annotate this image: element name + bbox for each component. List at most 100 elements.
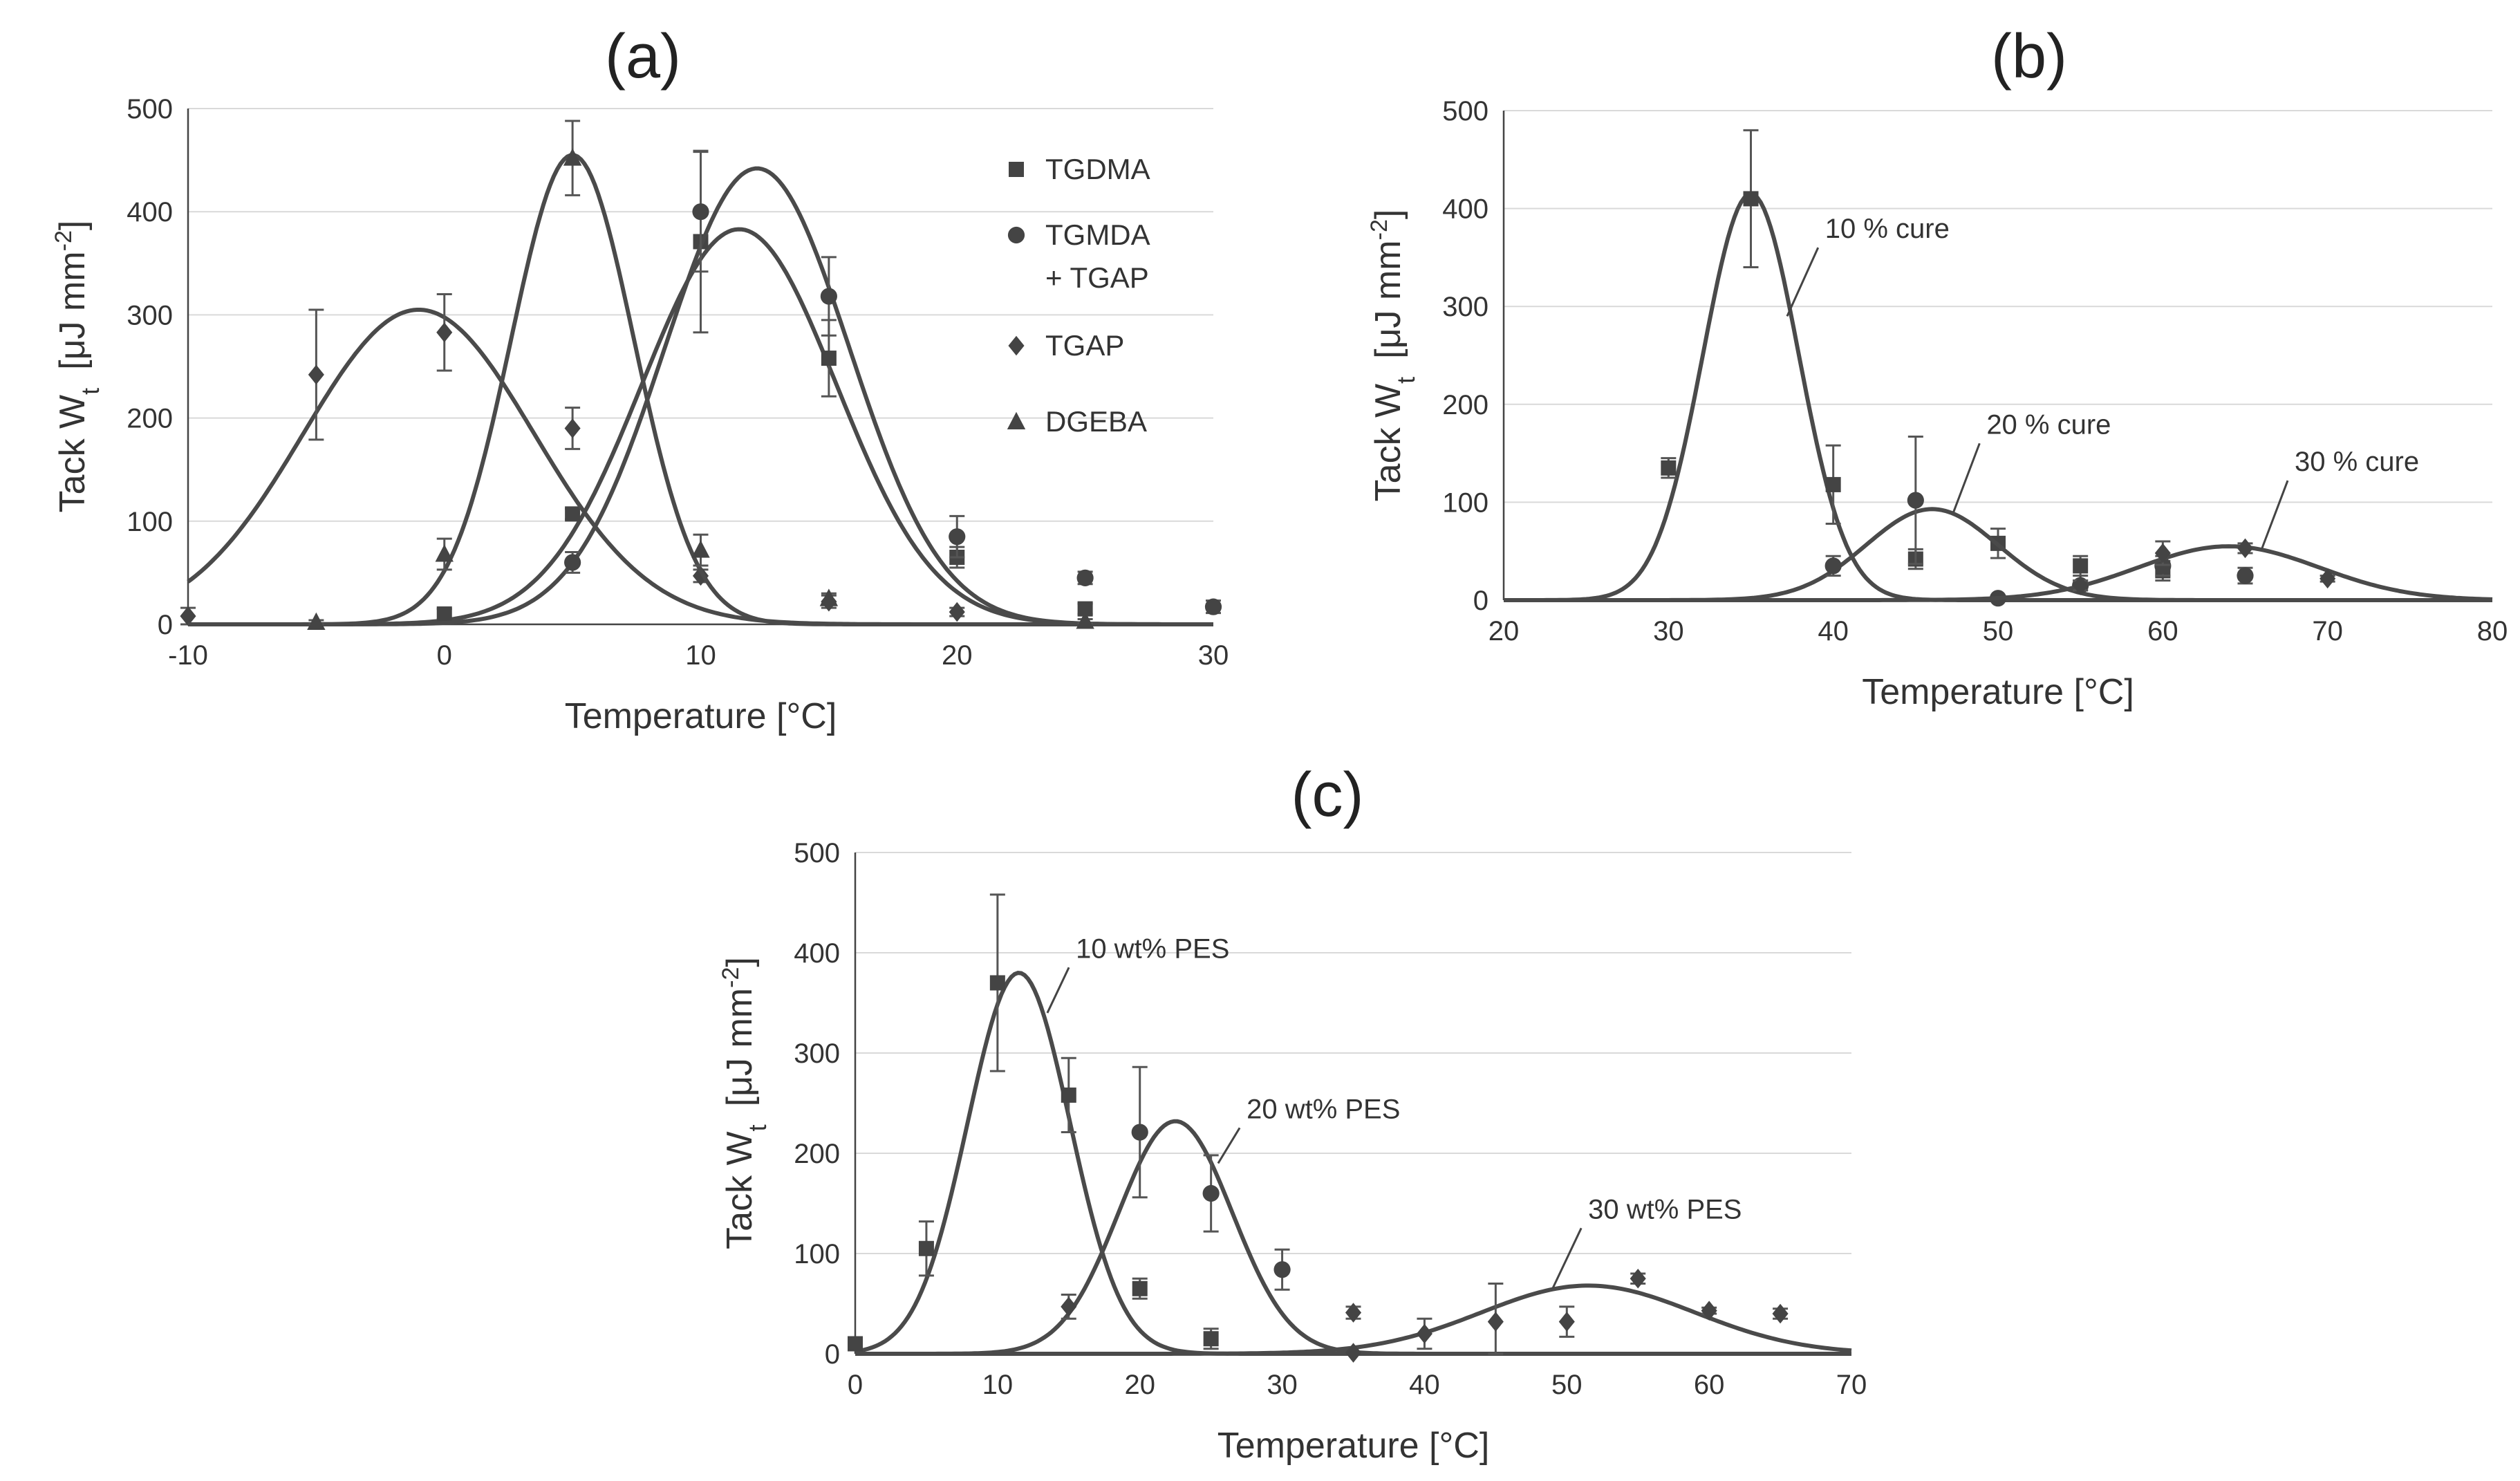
- y-title-unit: [μJ mm: [53, 251, 93, 370]
- data-marker: [949, 528, 966, 546]
- x-axis-title: Temperature [°C]: [1862, 672, 2134, 712]
- x-tick-label: 50: [1551, 1370, 1583, 1400]
- x-tick-label: 0: [848, 1370, 863, 1400]
- legend-label: TGDMA: [1045, 153, 1150, 185]
- y-tick-label: 100: [1442, 487, 1488, 518]
- x-tick-label: 50: [1983, 616, 2014, 646]
- fit-curve: [188, 153, 1213, 626]
- x-tick-label: 30: [1653, 616, 1684, 646]
- y-title-unit: [μJ mm: [720, 988, 760, 1107]
- data-marker: [2320, 568, 2336, 589]
- x-axis-title: Temperature [°C]: [565, 696, 837, 736]
- data-marker: [821, 351, 837, 366]
- y-tick-label: 500: [1442, 96, 1488, 127]
- y-tick-label: 200: [1442, 390, 1488, 420]
- panel-title: (a): [605, 22, 681, 91]
- series-annotation: 20 wt% PES: [1247, 1094, 1400, 1124]
- y-tick-label: 400: [1442, 194, 1488, 225]
- data-marker: [1204, 598, 1222, 615]
- chart-panel-c: 0 100 200 300 400 500 0 10 20 30 40 50 60 70 (c) Temper…: [718, 761, 1867, 1466]
- data-marker: [180, 606, 196, 626]
- data-marker: [1061, 1296, 1077, 1317]
- y-tick-label: 0: [1473, 586, 1488, 616]
- y-title-superscript: -2: [1366, 219, 1392, 240]
- data-marker: [1345, 1343, 1362, 1363]
- annotation-leader: [1046, 967, 1070, 1014]
- panel-title: (c): [1291, 761, 1364, 830]
- y-tick-label: 0: [825, 1339, 840, 1370]
- x-tick-label: 80: [2477, 616, 2508, 646]
- y-axis-title: Tack Wt [μJ mm-2]: [718, 957, 772, 1249]
- data-marker: [2237, 567, 2254, 584]
- legend-label: + TGAP: [1045, 261, 1149, 294]
- y-title-subscript: t: [1392, 377, 1420, 384]
- y-tick-label: 400: [127, 197, 173, 227]
- data-marker: [1203, 1331, 1219, 1347]
- y-tick-label: 300: [1442, 292, 1488, 322]
- legend: TGDMA TGMDA + TGAP TGAP DGEBA: [1007, 153, 1150, 438]
- y-title-main: Tack W: [1368, 384, 1408, 501]
- series-annotation: 30 % cure: [2295, 447, 2419, 477]
- data-marker: [308, 364, 324, 385]
- series-annotation: 30 wt% PES: [1588, 1194, 1742, 1224]
- x-tick-label: 70: [2312, 616, 2343, 646]
- x-tick-label: 60: [2147, 616, 2178, 646]
- y-tick-label: 200: [127, 404, 173, 434]
- data-marker: [1825, 476, 1841, 492]
- data-marker: [1743, 191, 1759, 207]
- y-title-main: Tack W: [53, 395, 93, 512]
- y-title-close: ]: [53, 221, 93, 230]
- x-tick-label: 30: [1198, 640, 1229, 671]
- annotation-leader: [1551, 1227, 1583, 1289]
- data-marker: [564, 554, 581, 571]
- data-marker: [435, 544, 454, 562]
- data-marker: [2237, 538, 2254, 559]
- y-title-superscript: -2: [50, 230, 77, 251]
- legend-label: TGMDA: [1045, 218, 1150, 251]
- y-title-subscript: t: [76, 388, 104, 395]
- y-axis-title: Tack Wt [μJ mm-2]: [50, 221, 104, 513]
- y-tick-label: 300: [794, 1038, 840, 1069]
- y-tick-label: 500: [794, 838, 840, 868]
- annotation-leader: [1786, 247, 1820, 317]
- series-0: 10 % cure: [1504, 129, 2492, 602]
- data-marker: [2072, 575, 2089, 596]
- x-tick-label: -10: [168, 640, 208, 671]
- y-tick-label: 500: [127, 94, 173, 124]
- data-marker: [691, 540, 710, 558]
- y-title-close: ]: [1368, 209, 1408, 219]
- y-title-superscript: -2: [718, 967, 744, 988]
- data-marker: [692, 203, 709, 221]
- data-marker: [563, 148, 582, 166]
- y-tick-label: 100: [794, 1239, 840, 1269]
- data-marker: [820, 288, 837, 305]
- data-marker: [1487, 1312, 1504, 1332]
- data-marker: [1824, 557, 1842, 575]
- data-marker: [1132, 1280, 1148, 1296]
- legend-label: DGEBA: [1045, 405, 1147, 438]
- data-marker: [1076, 611, 1094, 629]
- panel-title: (b): [1991, 22, 2067, 91]
- x-tick-label: 20: [1488, 616, 1520, 646]
- y-tick-label: 200: [794, 1139, 840, 1169]
- y-title-subscript: t: [743, 1124, 772, 1131]
- y-title-close: ]: [720, 957, 760, 967]
- legend-label: TGAP: [1045, 329, 1124, 362]
- series-3: [188, 120, 1213, 631]
- data-marker: [1007, 226, 1025, 244]
- data-marker: [1630, 1268, 1646, 1289]
- y-tick-label: 300: [127, 300, 173, 330]
- x-tick-label: 10: [685, 640, 716, 671]
- data-marker: [918, 1240, 934, 1256]
- y-tick-label: 400: [794, 938, 840, 969]
- x-axis-title: Temperature [°C]: [1217, 1426, 1490, 1466]
- data-marker: [1076, 569, 1094, 586]
- data-marker: [1772, 1303, 1789, 1324]
- y-tick-label: 100: [127, 507, 173, 537]
- x-tick-label: 20: [1124, 1370, 1155, 1400]
- data-marker: [2073, 558, 2089, 574]
- x-tick-label: 40: [1409, 1370, 1440, 1400]
- data-marker: [1701, 1301, 1717, 1321]
- data-marker: [989, 975, 1005, 991]
